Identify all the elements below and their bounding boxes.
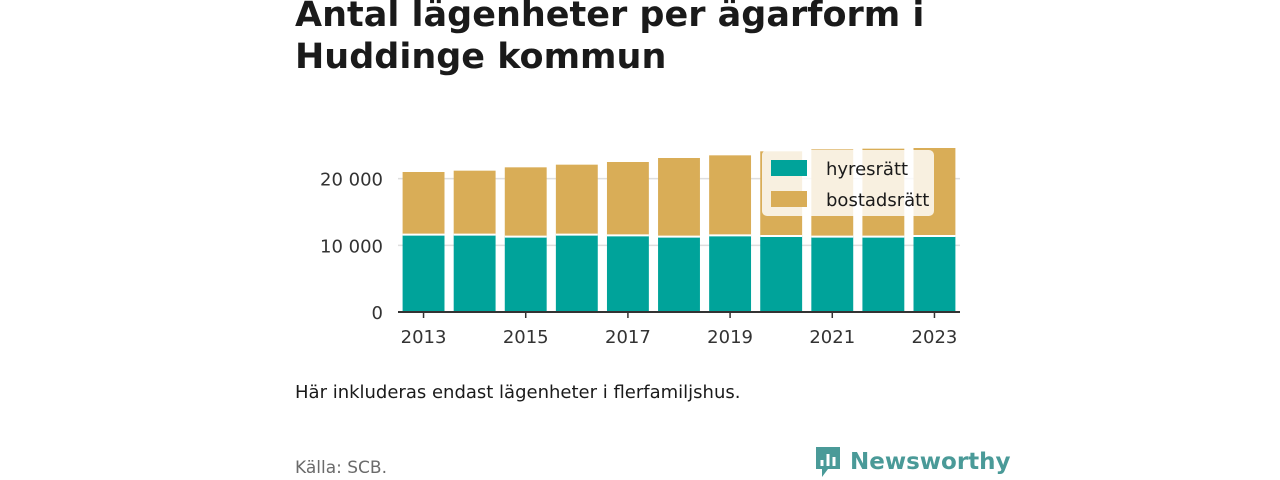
bar-bostadsrätt-2013 — [402, 172, 445, 235]
bar-hyresrätt-2013 — [402, 234, 445, 312]
brand-name: Newsworthy — [850, 449, 1011, 475]
bar-hyresrätt-2014 — [453, 234, 496, 312]
legend-swatch-hyresrätt — [771, 160, 807, 176]
x-axis-ticks: 2013 2015 2017 2019 2021 2023 — [401, 312, 958, 348]
x-tick-label: 2019 — [707, 327, 753, 348]
bar-hyresrätt-2023 — [913, 236, 956, 312]
stacked-bar-chart: 0 10 000 20 000 2013 2015 2017 2019 2021 2023 h… — [320, 148, 960, 348]
x-tick-label: 2023 — [912, 327, 958, 348]
legend-swatch-bostadsrätt — [771, 191, 807, 207]
x-tick-label: 2015 — [503, 327, 549, 348]
y-tick-label: 10 000 — [320, 236, 383, 257]
bar-hyresrätt-2019 — [709, 235, 752, 312]
legend: hyresrätt bostadsrätt — [762, 150, 934, 216]
bar-bostadsrätt-2017 — [606, 162, 649, 236]
legend-label-bostadsrätt: bostadsrätt — [826, 190, 929, 211]
bar-bostadsrätt-2018 — [658, 158, 700, 237]
bar-bostadsrätt-2019 — [709, 155, 752, 236]
bar-hyresrätt-2018 — [658, 236, 700, 312]
bar-hyresrätt-2020 — [760, 236, 803, 312]
bar-bostadsrätt-2014 — [453, 170, 496, 235]
chart-title: Antal lägenheter per ägarform i Huddinge… — [295, 0, 925, 77]
newsworthy-logo-icon — [816, 447, 840, 477]
x-tick-label: 2013 — [401, 327, 447, 348]
y-tick-label: 20 000 — [320, 170, 383, 191]
chart-note: Här inkluderas endast lägenheter i flerf… — [295, 382, 741, 403]
bar-hyresrätt-2017 — [606, 235, 649, 312]
legend-label-hyresrätt: hyresrätt — [826, 159, 908, 180]
bar-bostadsrätt-2016 — [555, 164, 598, 235]
bar-hyresrätt-2016 — [555, 234, 598, 312]
newsworthy-logo[interactable]: Newsworthy — [814, 444, 1011, 480]
bar-bostadsrätt-2015 — [504, 167, 547, 237]
bar-hyresrätt-2015 — [504, 236, 547, 312]
y-tick-label: 0 — [372, 303, 383, 324]
bar-hyresrätt-2022 — [862, 236, 905, 312]
x-tick-label: 2021 — [809, 327, 855, 348]
y-axis-ticks: 0 10 000 20 000 — [320, 170, 383, 324]
source-label: Källa: SCB. — [295, 458, 387, 478]
x-tick-label: 2017 — [605, 327, 651, 348]
bar-hyresrätt-2021 — [811, 236, 854, 312]
